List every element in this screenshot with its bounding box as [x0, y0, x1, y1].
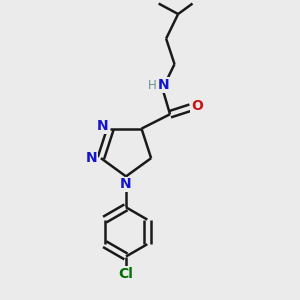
Text: N: N	[86, 151, 98, 165]
Text: O: O	[191, 99, 203, 113]
Text: Cl: Cl	[118, 267, 134, 281]
Text: N: N	[158, 78, 170, 92]
Text: N: N	[120, 177, 132, 191]
Text: N: N	[96, 119, 108, 133]
Text: H: H	[148, 79, 156, 92]
